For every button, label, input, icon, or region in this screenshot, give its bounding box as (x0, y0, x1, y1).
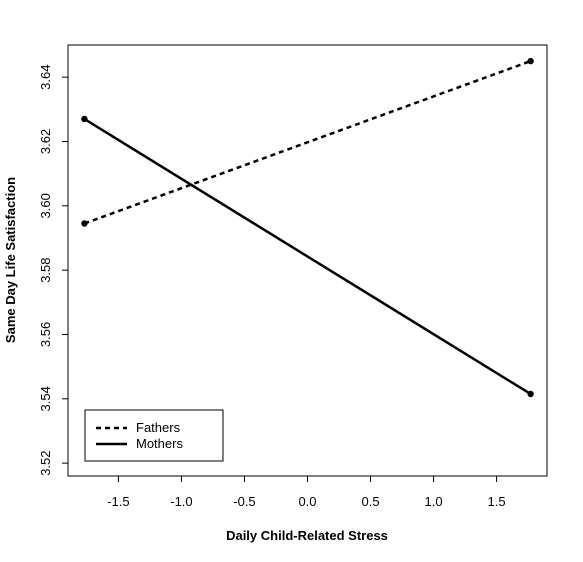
y-tick-label: 3.58 (38, 257, 53, 282)
x-tick-label: 0.5 (361, 494, 379, 509)
data-point-fathers (527, 57, 534, 65)
x-tick-label: -1.5 (107, 494, 129, 509)
legend-label-mothers: Mothers (136, 436, 183, 451)
x-axis: -1.5 -1.0 -0.5 0.0 0.5 1.0 1.5 (107, 476, 506, 509)
x-tick-label: 1.0 (425, 494, 443, 509)
data-point-fathers (81, 220, 88, 227)
x-tick-label: 1.5 (488, 494, 506, 509)
legend-box (84, 409, 224, 462)
legend-label-fathers: Fathers (136, 420, 181, 435)
y-tick-label: 3.52 (38, 450, 53, 475)
y-axis: 3.52 3.54 3.56 3.58 3.60 3.62 3.64 (38, 65, 68, 476)
y-tick-label: 3.60 (38, 193, 53, 218)
x-tick-label: 0.0 (298, 494, 316, 509)
series-layer (81, 57, 534, 398)
data-point-mothers (527, 390, 534, 398)
y-tick-label: 3.62 (38, 129, 53, 154)
legend: Fathers Mothers (84, 409, 224, 462)
y-tick-label: 3.54 (38, 386, 53, 411)
series-line-mothers (83, 117, 532, 396)
x-tick-label: -0.5 (233, 494, 255, 509)
x-axis-title: Daily Child-Related Stress (226, 528, 388, 543)
series-line-fathers (83, 59, 532, 225)
data-point-mothers (81, 115, 88, 123)
y-tick-label: 3.64 (38, 65, 53, 90)
x-tick-label: -1.0 (170, 494, 192, 509)
y-tick-label: 3.56 (38, 322, 53, 347)
y-axis-title: Same Day Life Satisfaction (3, 177, 18, 343)
